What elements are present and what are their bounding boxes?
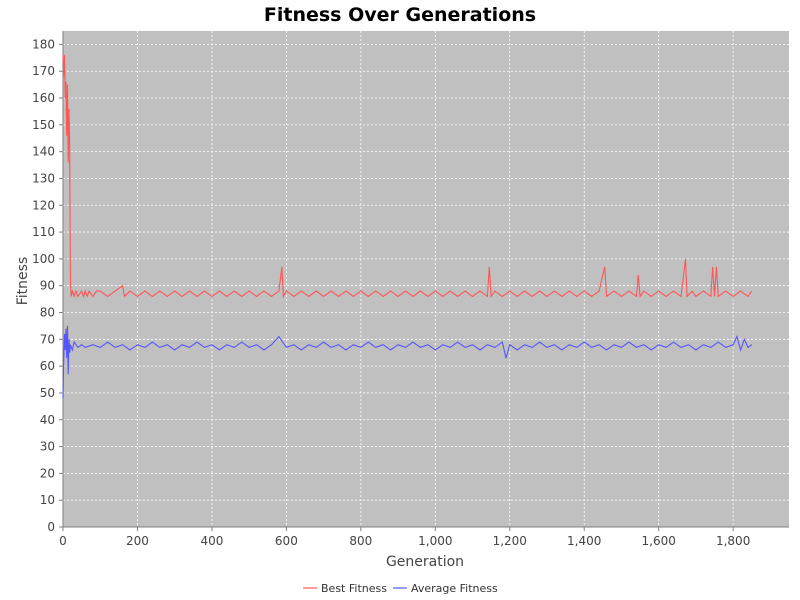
y-tick-label: 50 bbox=[40, 386, 55, 400]
y-tick-label: 60 bbox=[40, 359, 55, 373]
x-tick-label: 1,400 bbox=[567, 534, 601, 548]
y-tick-label: 20 bbox=[40, 466, 55, 480]
x-tick-label: 200 bbox=[126, 534, 149, 548]
grid-lines bbox=[63, 31, 789, 527]
chart-title: Fitness Over Generations bbox=[264, 4, 536, 26]
x-axis-label: Generation bbox=[386, 554, 464, 570]
y-tick-label: 120 bbox=[32, 198, 55, 212]
y-tick-label: 170 bbox=[32, 64, 55, 78]
x-tick-label: 800 bbox=[349, 534, 372, 548]
y-tick-label: 40 bbox=[40, 413, 55, 427]
y-tick-label: 140 bbox=[32, 145, 55, 159]
x-tick-label: 1,200 bbox=[493, 534, 527, 548]
legend-label: Best Fitness bbox=[321, 582, 387, 595]
series-line-average-fitness bbox=[62, 325, 753, 399]
y-tick-label: 100 bbox=[32, 252, 55, 266]
y-tick-label: 30 bbox=[40, 440, 55, 454]
x-tick-label: 400 bbox=[200, 534, 223, 548]
x-tick-label: 1,000 bbox=[418, 534, 452, 548]
x-tick-label: 600 bbox=[275, 534, 298, 548]
x-axis-ticks: 0 200 400 600 800 1,000 1,200 1,400 1,600 1,800 bbox=[59, 527, 750, 548]
y-tick-label: 160 bbox=[32, 91, 55, 105]
y-tick-label: 80 bbox=[40, 306, 55, 320]
y-tick-label: 10 bbox=[40, 493, 55, 507]
series-lines bbox=[62, 55, 753, 399]
y-tick-label: 0 bbox=[47, 520, 55, 534]
x-tick-label: 1,800 bbox=[716, 534, 750, 548]
x-tick-label: 1,600 bbox=[642, 534, 676, 548]
series-line-best-fitness bbox=[62, 55, 753, 299]
y-tick-label: 130 bbox=[32, 171, 55, 185]
y-tick-label: 70 bbox=[40, 332, 55, 346]
y-tick-label: 180 bbox=[32, 37, 55, 51]
y-tick-label: 110 bbox=[32, 225, 55, 239]
plot-area bbox=[63, 31, 789, 527]
y-axis-ticks: 0 10 20 30 40 50 60 70 80 90 100 110 120 130 140 150 160… bbox=[32, 37, 63, 534]
y-tick-label: 90 bbox=[40, 279, 55, 293]
x-tick-label: 0 bbox=[59, 534, 67, 548]
legend: Best Fitness Average Fitness bbox=[303, 582, 498, 595]
axes bbox=[62, 31, 789, 528]
y-axis-label: Fitness bbox=[15, 257, 31, 306]
legend-label: Average Fitness bbox=[411, 582, 498, 595]
y-tick-label: 150 bbox=[32, 118, 55, 132]
